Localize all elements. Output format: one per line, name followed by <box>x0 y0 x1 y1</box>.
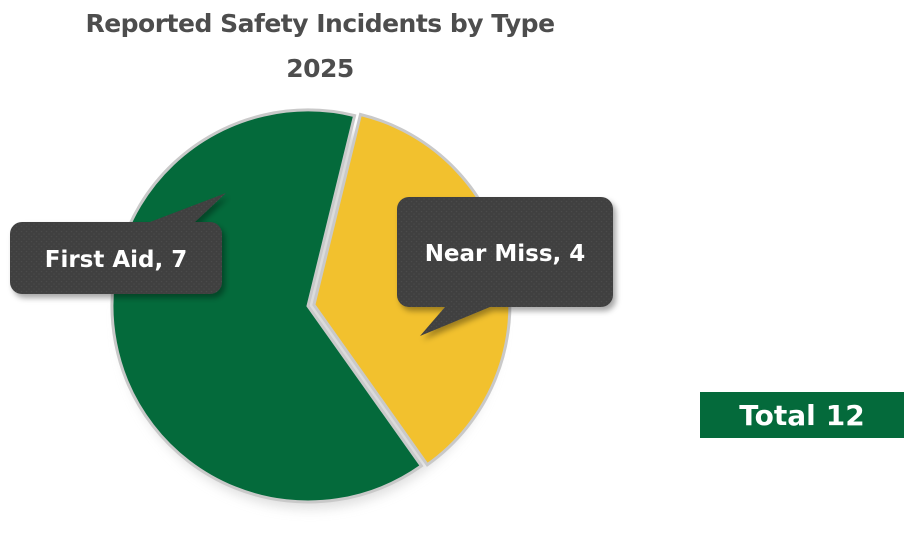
callout-pointer-first-aid <box>150 193 226 222</box>
callout-box-first-aid <box>10 222 222 294</box>
chart-subtitle: 2025 <box>286 54 354 83</box>
callout-pointer-near-miss <box>420 307 490 336</box>
total-value: 12 <box>825 398 865 432</box>
callout-first-aid <box>10 193 226 294</box>
data-label-first-aid: First Aid, 7 <box>45 247 188 273</box>
data-label-near-miss: Near Miss, 4 <box>425 241 586 267</box>
callout-box-near-miss <box>397 197 613 307</box>
total-label: Total <box>739 398 816 432</box>
callout-near-miss <box>397 197 613 336</box>
chart-title: Reported Safety Incidents by Type <box>85 9 555 38</box>
total-badge: Total 12 <box>700 392 904 438</box>
